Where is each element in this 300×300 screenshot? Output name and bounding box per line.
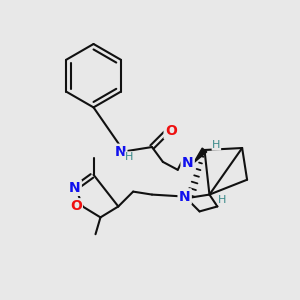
Text: N: N xyxy=(179,190,190,204)
Polygon shape xyxy=(194,148,207,163)
Text: O: O xyxy=(70,200,82,214)
Text: N: N xyxy=(182,156,194,170)
Text: N: N xyxy=(115,145,126,159)
Text: O: O xyxy=(165,124,177,138)
Text: N: N xyxy=(69,181,80,195)
Text: H: H xyxy=(212,140,220,150)
Text: H: H xyxy=(125,152,134,162)
Text: H: H xyxy=(218,194,226,205)
